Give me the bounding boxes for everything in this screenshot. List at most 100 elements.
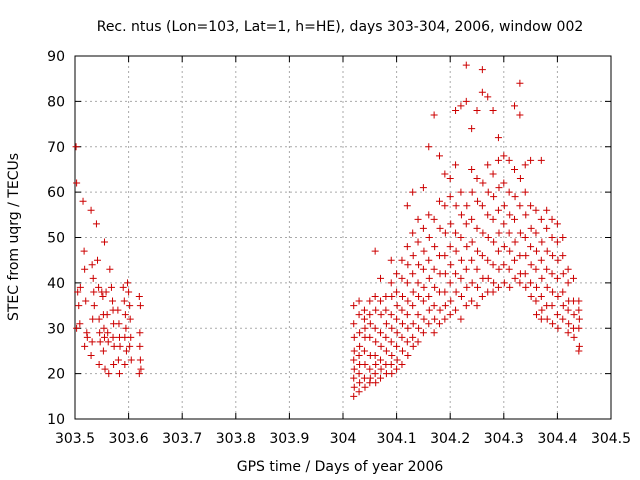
data-point (106, 265, 114, 273)
data-point (420, 315, 428, 323)
data-point (127, 356, 135, 364)
data-point (457, 102, 465, 110)
data-point (532, 283, 540, 291)
data-point (350, 374, 358, 382)
x-tick-label: 304.4 (537, 431, 577, 447)
data-point (398, 333, 406, 341)
data-point (522, 252, 530, 260)
data-point (543, 283, 551, 291)
data-point (366, 374, 374, 382)
data-point (110, 361, 118, 369)
data-point (478, 292, 486, 300)
data-point (532, 229, 540, 237)
data-point (360, 374, 368, 382)
data-point (404, 297, 412, 305)
data-point (505, 265, 513, 273)
data-point (393, 315, 401, 323)
data-point (559, 315, 567, 323)
data-point (553, 274, 561, 282)
y-axis-label: STEC from uqrg / TECUs (6, 153, 22, 321)
data-point (457, 274, 465, 282)
data-point (489, 288, 497, 296)
data-point (452, 229, 460, 237)
data-point (537, 215, 545, 223)
data-point (126, 315, 134, 323)
data-point (559, 288, 567, 296)
data-point (92, 220, 100, 228)
data-point (350, 320, 358, 328)
data-point (575, 297, 583, 305)
data-point (372, 361, 380, 369)
data-point (527, 243, 535, 251)
data-point (425, 274, 433, 282)
data-point (136, 302, 144, 310)
data-point (76, 283, 84, 291)
data-point (388, 324, 396, 332)
data-point (543, 224, 551, 232)
data-point (436, 306, 444, 314)
data-point (115, 370, 123, 378)
data-point (446, 175, 454, 183)
data-point (452, 202, 460, 210)
data-point (495, 184, 503, 192)
data-point (366, 320, 374, 328)
data-point (415, 261, 423, 269)
data-point (484, 93, 492, 101)
data-point (403, 311, 411, 319)
data-point (463, 283, 471, 291)
data-point (419, 184, 427, 192)
data-point (121, 361, 129, 369)
data-point (409, 333, 417, 341)
data-point (425, 234, 433, 241)
data-point (446, 279, 454, 287)
data-point (425, 143, 433, 151)
data-point (564, 306, 572, 314)
data-point (377, 342, 385, 350)
data-point (382, 306, 390, 314)
data-point (494, 206, 502, 214)
data-point (516, 252, 524, 260)
data-point (484, 211, 492, 219)
data-point (121, 333, 129, 341)
data-point (425, 306, 433, 314)
data-point (360, 306, 368, 314)
data-point (511, 165, 519, 173)
data-point (120, 297, 128, 305)
data-point (100, 238, 108, 246)
data-point (431, 243, 439, 251)
data-point (409, 342, 417, 350)
data-point (570, 333, 578, 341)
data-point (462, 302, 470, 310)
data-point (102, 288, 110, 296)
y-tick-label: 10 (47, 412, 65, 428)
data-point (575, 306, 583, 314)
data-point (419, 265, 427, 273)
data-point (452, 288, 460, 296)
chart-title: Rec. ntus (Lon=103, Lat=1, h=HE), days 3… (97, 19, 584, 35)
data-point (119, 283, 127, 291)
data-point (435, 152, 443, 160)
data-point (521, 234, 529, 241)
data-point (452, 270, 460, 278)
data-point (414, 338, 422, 346)
data-point (495, 265, 503, 273)
gridlines (75, 56, 611, 419)
data-point (72, 143, 80, 151)
data-point (350, 302, 358, 310)
data-point (419, 224, 427, 232)
data-point (532, 311, 540, 319)
data-point (511, 274, 519, 282)
data-point (494, 247, 502, 255)
data-point (387, 311, 395, 319)
x-tick-label: 304.2 (430, 431, 470, 447)
data-point (473, 265, 481, 273)
data-point (355, 351, 363, 359)
data-point (101, 365, 109, 373)
data-point (73, 324, 81, 332)
data-point (387, 361, 395, 369)
data-point (478, 202, 486, 210)
data-point (355, 388, 363, 396)
x-axis-label: GPS time / Days of year 2006 (237, 459, 444, 475)
data-point (516, 79, 524, 87)
